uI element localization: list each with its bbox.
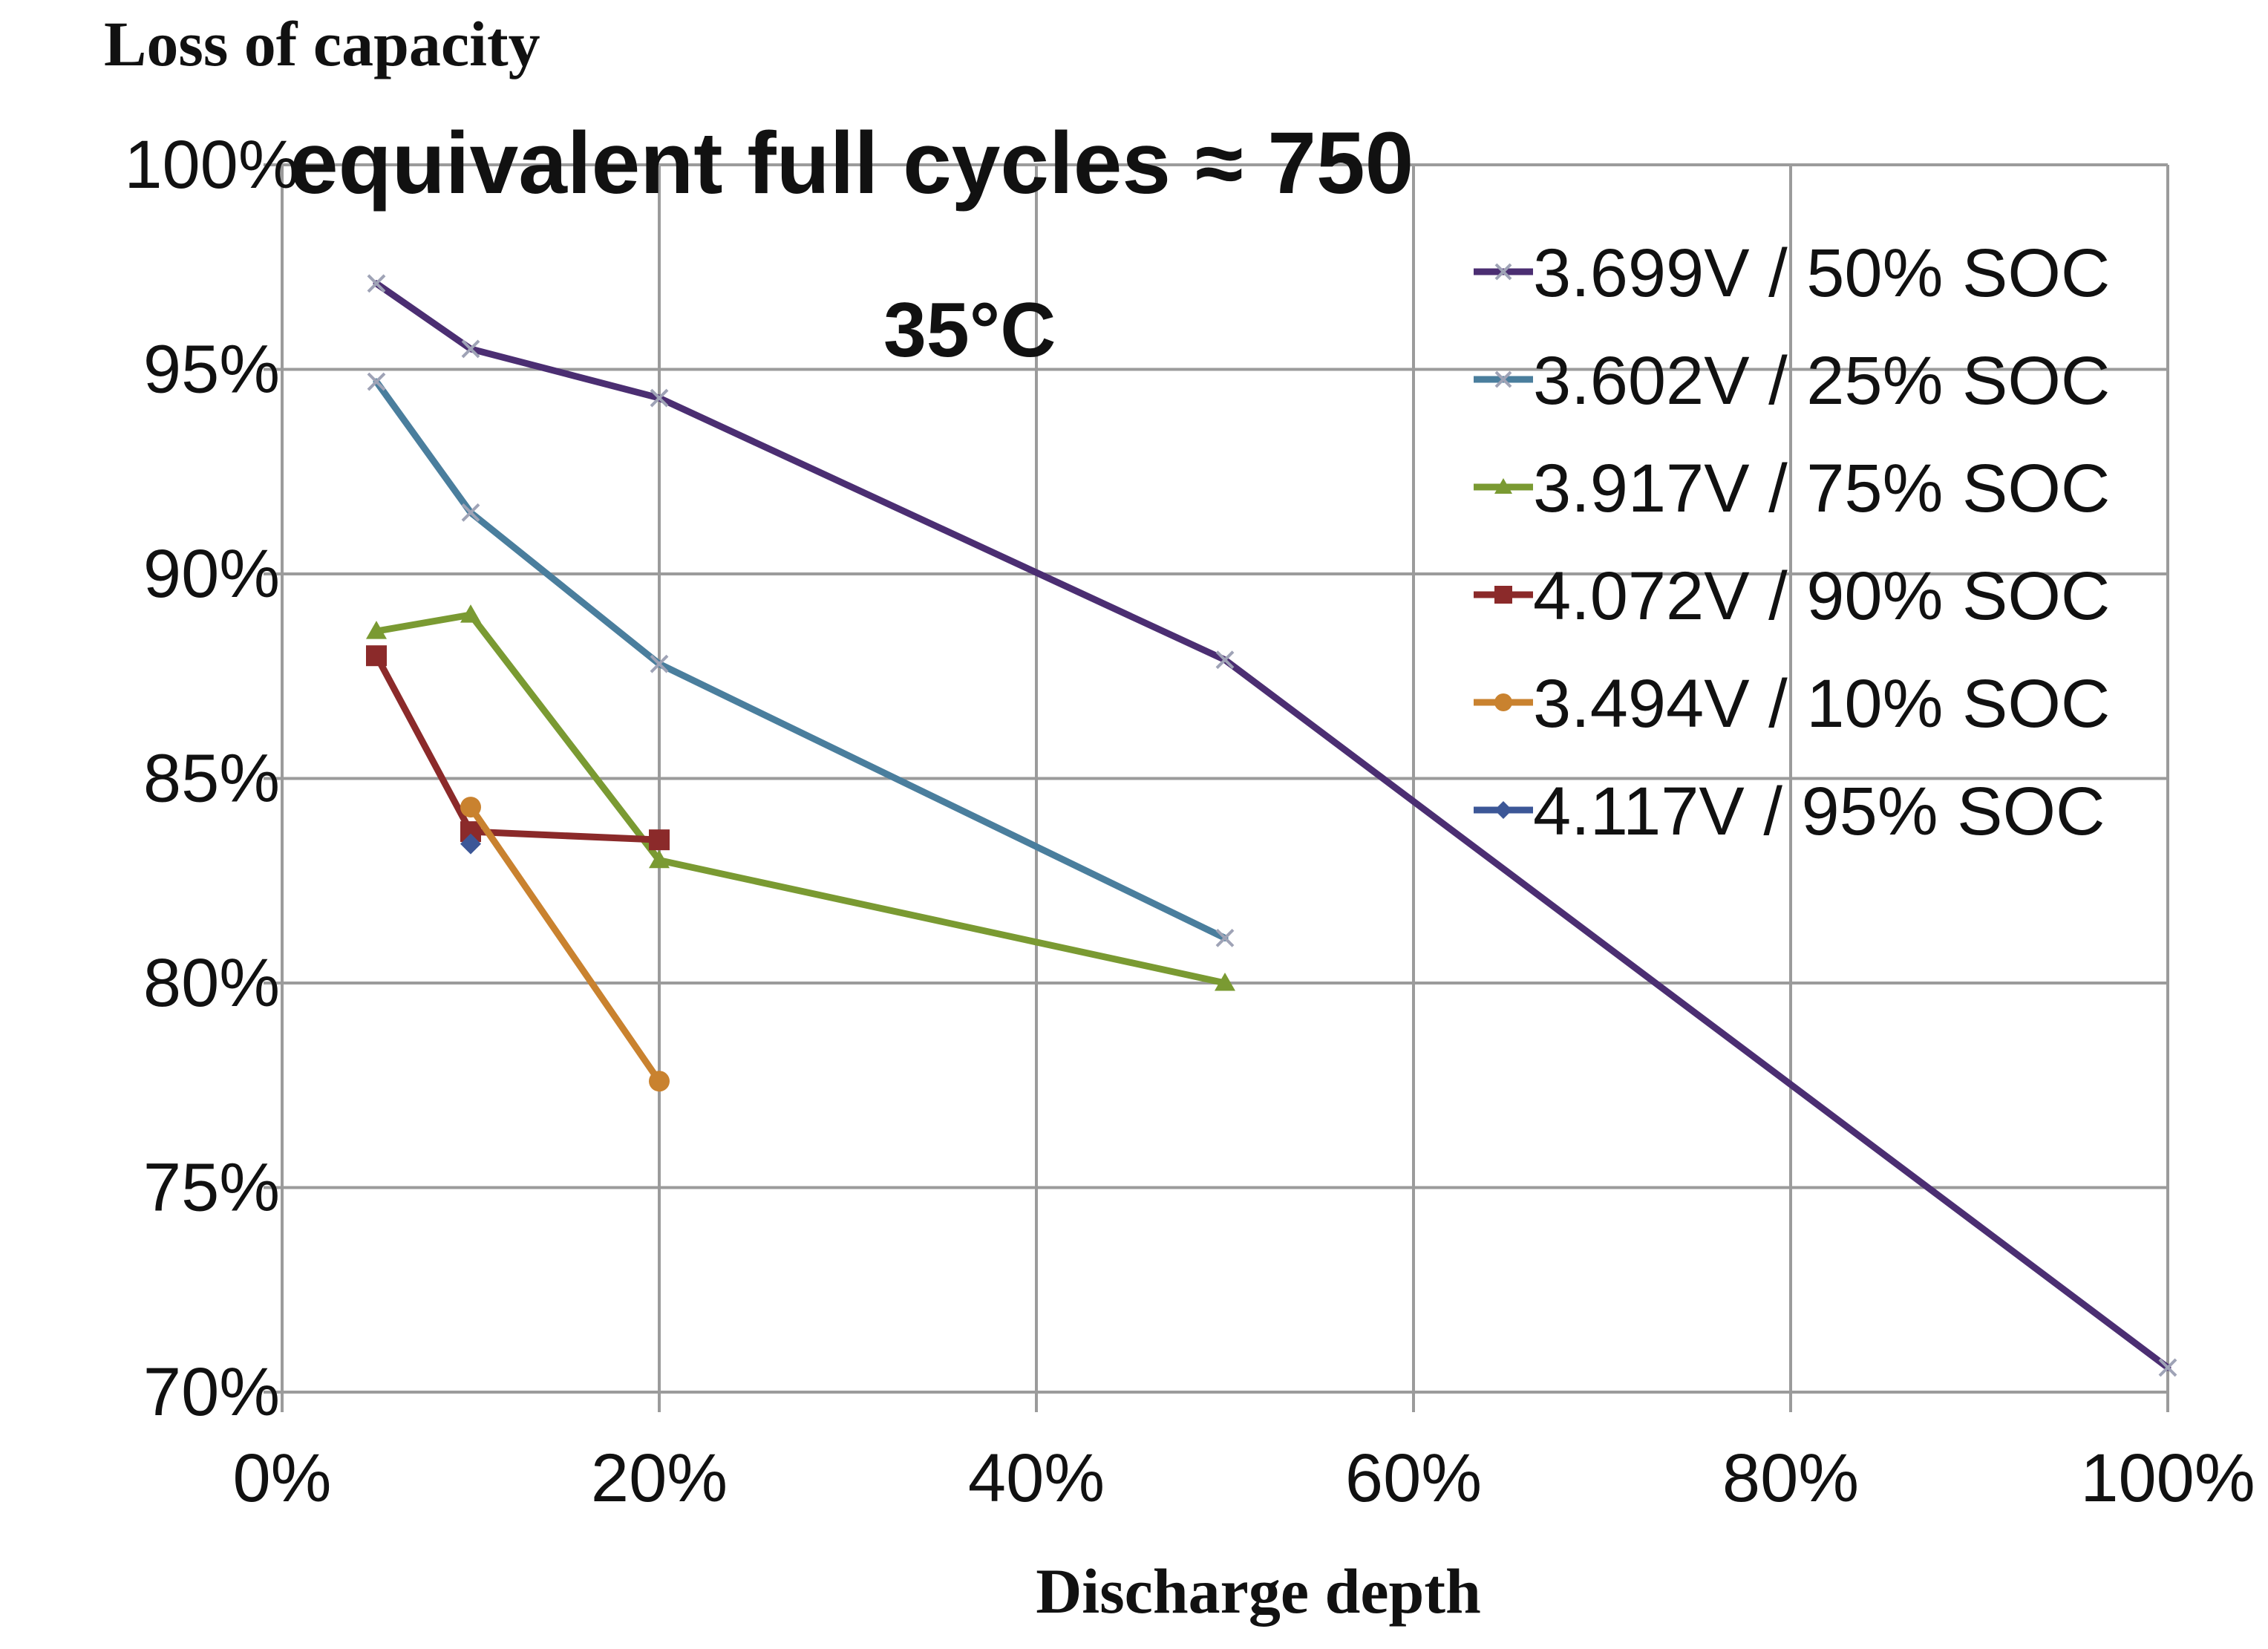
legend-swatch-marker bbox=[1494, 370, 1512, 388]
legend-label: 4.117V / 95% SOC bbox=[1533, 774, 2105, 849]
series-4-point-1-marker bbox=[366, 645, 387, 667]
series-1-point-1-marker-stroke-b bbox=[367, 274, 386, 293]
grid-layer bbox=[264, 163, 2169, 1412]
x-tick-label: 60% bbox=[1345, 1440, 1482, 1516]
series-4-line bbox=[373, 652, 663, 843]
legend-swatch-marker bbox=[1494, 478, 1512, 494]
series-3-point-3-marker bbox=[649, 849, 670, 869]
series-3-point-4-marker bbox=[1215, 973, 1235, 991]
legend-swatch-marker bbox=[1494, 693, 1512, 711]
y-tick-label: 100% bbox=[124, 127, 298, 203]
series-4-point-3-marker bbox=[649, 829, 670, 851]
legend-label: 4.072V / 90% SOC bbox=[1533, 558, 2110, 634]
series-3-line bbox=[373, 611, 1229, 987]
legend-swatch-marker bbox=[1494, 586, 1512, 604]
series-2-point-2-marker-stroke-b bbox=[461, 503, 480, 522]
series-2-point-4-marker-stroke-b bbox=[1215, 928, 1235, 947]
series-1-point-5-marker-stroke-b bbox=[2158, 1358, 2177, 1377]
series-2-line bbox=[373, 378, 1229, 941]
series-2-point-1-marker-stroke-b bbox=[367, 372, 386, 391]
x-axis-title: Discharge depth bbox=[1036, 1555, 1481, 1627]
series-3-point-1-marker bbox=[366, 621, 387, 639]
legend-swatch-marker bbox=[1494, 801, 1512, 819]
series-3 bbox=[366, 604, 1235, 991]
series-1 bbox=[367, 274, 2177, 1377]
x-tick-label: 80% bbox=[1722, 1440, 1859, 1516]
series-1-point-2-marker bbox=[461, 339, 480, 359]
y-tick-label: 80% bbox=[143, 945, 280, 1021]
legend-label: 3.494V / 10% SOC bbox=[1533, 666, 2110, 742]
temperature-annotation: 35°C bbox=[883, 287, 1056, 373]
series-1-point-3-marker-stroke-b bbox=[650, 388, 669, 408]
legend-item: 4.117V / 95% SOC bbox=[1474, 774, 2105, 849]
series-2-point-3-marker-stroke-b bbox=[650, 654, 669, 673]
series-2 bbox=[367, 372, 1235, 947]
y-axis-title: Loss of capacity bbox=[104, 8, 540, 79]
y-tick-label: 95% bbox=[143, 332, 280, 408]
legend-label: 3.699V / 50% SOC bbox=[1533, 235, 2110, 311]
legend-swatch-marker bbox=[1494, 263, 1512, 281]
series-6-point-1-marker bbox=[460, 833, 481, 855]
legend-label: 3.602V / 25% SOC bbox=[1533, 343, 2110, 419]
series-5-line bbox=[467, 803, 663, 1085]
series-1-point-3-marker bbox=[650, 388, 669, 408]
legend-swatch-marker-stroke-b bbox=[1494, 263, 1512, 281]
legend-item: 3.602V / 25% SOC bbox=[1474, 343, 2110, 419]
series-5-point-2-marker bbox=[649, 1071, 670, 1092]
legend-item: 3.494V / 10% SOC bbox=[1474, 666, 2110, 742]
cycles-annotation: equivalent full cycles ≈ 750 bbox=[290, 114, 1414, 212]
legend-label: 3.917V / 75% SOC bbox=[1533, 451, 2110, 526]
series-layer bbox=[366, 274, 2177, 1377]
series-2-point-2-marker bbox=[461, 503, 480, 522]
series-6 bbox=[460, 833, 481, 855]
legend-swatch-marker-stroke-b bbox=[1494, 370, 1512, 388]
series-1-point-5-marker bbox=[2158, 1358, 2177, 1377]
series-2-point-1-marker bbox=[367, 372, 386, 391]
series-1-point-1-marker bbox=[367, 274, 386, 293]
y-tick-label: 85% bbox=[143, 741, 280, 817]
series-5-point-1-marker bbox=[460, 797, 481, 818]
x-tick-label: 0% bbox=[233, 1440, 332, 1516]
x-tick-label: 20% bbox=[591, 1440, 728, 1516]
series-1-point-4-marker bbox=[1215, 650, 1235, 670]
x-tick-label: 100% bbox=[2080, 1440, 2255, 1516]
series-1-point-2-marker-stroke-b bbox=[461, 339, 480, 359]
y-tick-label: 70% bbox=[143, 1354, 280, 1430]
legend-layer: 3.699V / 50% SOC 3.602V / 25% SOC 3.917V /… bbox=[1474, 235, 2110, 849]
series-3-point-2-marker bbox=[460, 604, 481, 623]
legend-item: 3.699V / 50% SOC bbox=[1474, 235, 2110, 311]
y-tick-label: 90% bbox=[143, 536, 280, 612]
legend-item: 4.072V / 90% SOC bbox=[1474, 558, 2110, 634]
legend-item: 3.917V / 75% SOC bbox=[1474, 451, 2110, 526]
y-tick-label: 75% bbox=[143, 1150, 280, 1226]
series-1-point-4-marker-stroke-b bbox=[1215, 650, 1235, 670]
series-5 bbox=[460, 797, 670, 1092]
series-2-point-3-marker bbox=[650, 654, 669, 673]
series-2-point-4-marker bbox=[1215, 928, 1235, 947]
axis-layer: 70% 75% 80% 85% 90% 95% 100% 0% 20% 40% 60% 80% 100% bbox=[124, 127, 2255, 1516]
x-tick-label: 40% bbox=[968, 1440, 1105, 1516]
